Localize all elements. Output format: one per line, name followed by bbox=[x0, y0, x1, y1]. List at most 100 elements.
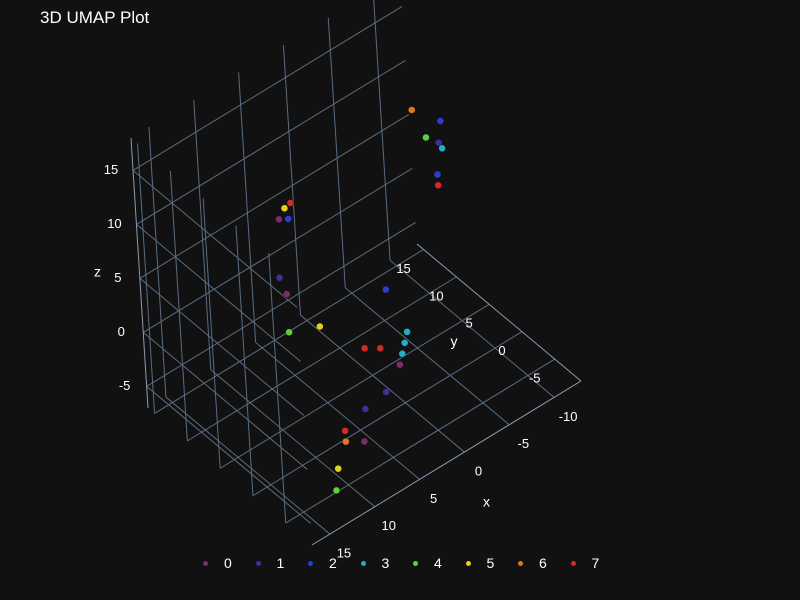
data-point-series-2[interactable] bbox=[433, 170, 442, 179]
data-point-series-1[interactable] bbox=[361, 405, 370, 413]
data-point-series-3[interactable] bbox=[403, 328, 411, 336]
legend-item-6[interactable]: 6 bbox=[510, 555, 563, 571]
data-point-series-5[interactable] bbox=[316, 322, 324, 331]
grid-line-z-backwall bbox=[139, 278, 305, 416]
legend-item-7[interactable]: 7 bbox=[563, 555, 616, 571]
grid-line-y-backwall bbox=[202, 198, 221, 469]
legend-item-2[interactable]: 2 bbox=[300, 555, 353, 571]
grid-line-z-backwall bbox=[146, 386, 311, 524]
grid-line-y-backwall bbox=[268, 253, 287, 524]
data-point-series-7[interactable] bbox=[341, 427, 349, 435]
grid-line-x-sidewall bbox=[238, 72, 257, 343]
z-tick-label: 15 bbox=[104, 162, 118, 177]
grid-line-y-floor bbox=[219, 303, 490, 469]
data-point-series-7[interactable] bbox=[376, 344, 384, 353]
data-point-series-7[interactable] bbox=[434, 181, 442, 190]
grid-line-x-floor bbox=[210, 369, 376, 508]
legend-label: 2 bbox=[329, 555, 337, 571]
grid-line-y-backwall bbox=[235, 225, 254, 496]
y-tick-label: -5 bbox=[529, 371, 541, 386]
grid-line-x-floor bbox=[344, 287, 510, 426]
data-point-series-2[interactable] bbox=[436, 117, 445, 125]
grid-line-y-backwall bbox=[169, 170, 188, 441]
data-point-series-7[interactable] bbox=[286, 199, 295, 207]
y-tick-label: 5 bbox=[466, 316, 473, 331]
data-point-series-4[interactable] bbox=[285, 328, 293, 336]
x-tick-label: 10 bbox=[382, 518, 396, 533]
data-point-series-2[interactable] bbox=[284, 215, 292, 223]
data-point-series-1[interactable] bbox=[434, 138, 443, 147]
legend-swatch bbox=[255, 560, 261, 566]
data-point-series-7[interactable] bbox=[360, 344, 369, 353]
data-point-series-3[interactable] bbox=[400, 339, 409, 347]
legend-item-1[interactable]: 1 bbox=[248, 555, 301, 571]
x-axis-line bbox=[311, 380, 582, 546]
data-point-series-4[interactable] bbox=[422, 133, 430, 142]
data-point-series-6[interactable] bbox=[342, 437, 350, 446]
grid-line-x-sidewall bbox=[327, 17, 346, 288]
legend-swatch bbox=[360, 560, 366, 566]
x-tick-label: 5 bbox=[430, 491, 437, 506]
grid-line-x-floor bbox=[389, 260, 555, 398]
data-point-series-2[interactable] bbox=[382, 285, 390, 294]
grid-line-z-sidewall bbox=[142, 167, 413, 333]
data-point-series-1[interactable] bbox=[382, 388, 390, 396]
legend-swatch bbox=[518, 560, 523, 566]
grid-line-z-sidewall bbox=[132, 5, 403, 171]
legend-label: 4 bbox=[434, 555, 442, 571]
grid-line-x-floor bbox=[300, 314, 465, 453]
legend-label: 7 bbox=[591, 555, 600, 571]
grid-line-z-sidewall bbox=[139, 113, 410, 279]
grid-line-z-backwall bbox=[136, 224, 301, 362]
data-point-series-4[interactable] bbox=[332, 486, 341, 495]
data-point-series-0[interactable] bbox=[282, 290, 291, 298]
data-point-series-0[interactable] bbox=[275, 215, 283, 224]
y-axis-line bbox=[416, 243, 582, 382]
legend-swatch bbox=[413, 560, 418, 566]
y-axis-title: y bbox=[451, 333, 458, 349]
x-axis-title: x bbox=[483, 494, 490, 510]
grid-line-x-sidewall bbox=[148, 127, 167, 398]
grid-line-x-floor bbox=[255, 342, 420, 480]
legend-swatch bbox=[570, 560, 576, 566]
grid-line-y-floor bbox=[285, 358, 556, 524]
legend-item-5[interactable]: 5 bbox=[458, 555, 511, 571]
grid-lines bbox=[130, 0, 582, 546]
data-point-series-0[interactable] bbox=[396, 360, 404, 369]
grid-line-z-sidewall bbox=[136, 59, 406, 225]
legend-swatch bbox=[465, 560, 471, 566]
chart-title: 3D UMAP Plot bbox=[40, 8, 150, 27]
legend-label: 1 bbox=[276, 555, 285, 571]
legend-item-3[interactable]: 3 bbox=[353, 555, 406, 571]
axis-titles: x y z bbox=[94, 264, 490, 510]
x-tick-label: 0 bbox=[475, 464, 482, 479]
z-axis-line bbox=[130, 137, 149, 409]
z-tick-label: 0 bbox=[118, 324, 125, 339]
z-tick-label: -5 bbox=[119, 378, 131, 393]
legend-swatch bbox=[203, 560, 208, 566]
y-tick-label: 0 bbox=[498, 343, 505, 358]
tick-labels: -10 -5 0 5 10 15 -5 0 5 10 15 -5 0 5 10 15 bbox=[104, 162, 578, 561]
data-point-series-3[interactable] bbox=[398, 350, 407, 358]
data-point-series-3[interactable] bbox=[438, 144, 446, 153]
grid-line-x-floor bbox=[165, 396, 331, 535]
data-point-series-1[interactable] bbox=[275, 274, 284, 282]
legend-item-4[interactable]: 4 bbox=[405, 555, 458, 571]
data-point-series-5[interactable] bbox=[334, 464, 342, 473]
y-tick-label: 15 bbox=[396, 261, 410, 276]
grid-line-z-backwall bbox=[142, 332, 308, 470]
data-point-series-0[interactable] bbox=[360, 437, 369, 446]
data-point-series-6[interactable] bbox=[407, 106, 416, 114]
x-tick-label: -10 bbox=[559, 409, 578, 424]
grid-line-y-backwall bbox=[137, 143, 156, 414]
grid-line-x-sidewall bbox=[373, 0, 391, 261]
grid-line-z-backwall bbox=[132, 170, 298, 308]
legend-swatch bbox=[308, 560, 313, 566]
legend-label: 3 bbox=[381, 555, 390, 571]
data-point-series-5[interactable] bbox=[280, 204, 289, 213]
legend-item-0[interactable]: 0 bbox=[195, 555, 248, 571]
data-points bbox=[275, 106, 446, 495]
x-tick-label: -5 bbox=[517, 436, 529, 451]
z-axis-title: z bbox=[94, 264, 101, 280]
